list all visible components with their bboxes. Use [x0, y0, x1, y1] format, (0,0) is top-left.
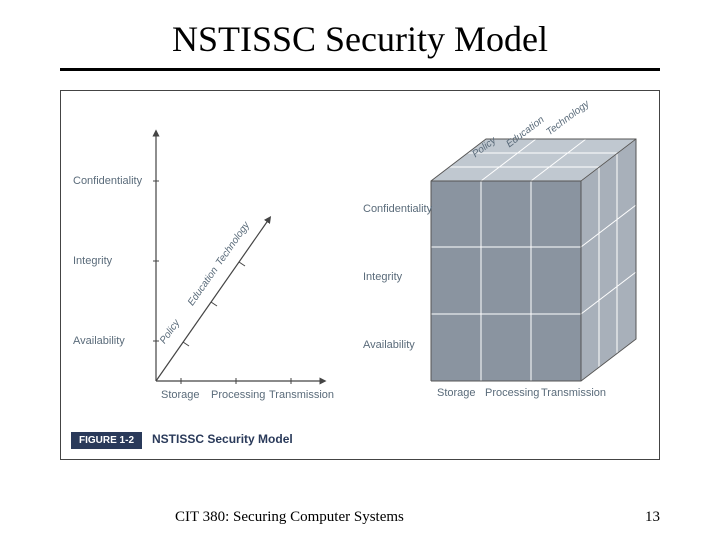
left-x-label-2: Transmission — [269, 389, 334, 401]
figure-container: Confidentiality Integrity Availability S… — [60, 90, 660, 460]
cube-y-label-0: Confidentiality — [363, 203, 432, 215]
left-y-label-2: Availability — [73, 335, 125, 347]
slide-title: NSTISSC Security Model — [0, 0, 720, 68]
figure-tag: FIGURE 1-2 — [71, 432, 142, 449]
cube-y-label-1: Integrity — [363, 271, 402, 283]
left-x-label-0: Storage — [161, 389, 200, 401]
title-underline — [60, 68, 660, 71]
cube-x-label-0: Storage — [437, 387, 476, 399]
footer-course: CIT 380: Securing Computer Systems — [175, 509, 404, 526]
cube-x-label-1: Processing — [485, 387, 539, 399]
footer-page: 13 — [645, 509, 660, 526]
left-y-label-1: Integrity — [73, 255, 112, 267]
figure-caption: FIGURE 1-2 NSTISSC Security Model — [71, 430, 293, 449]
cube-y-label-2: Availability — [363, 339, 415, 351]
cube-x-label-2: Transmission — [541, 387, 606, 399]
left-y-label-0: Confidentiality — [73, 175, 142, 187]
figure-caption-text: NSTISSC Security Model — [152, 432, 293, 446]
left-x-label-1: Processing — [211, 389, 265, 401]
